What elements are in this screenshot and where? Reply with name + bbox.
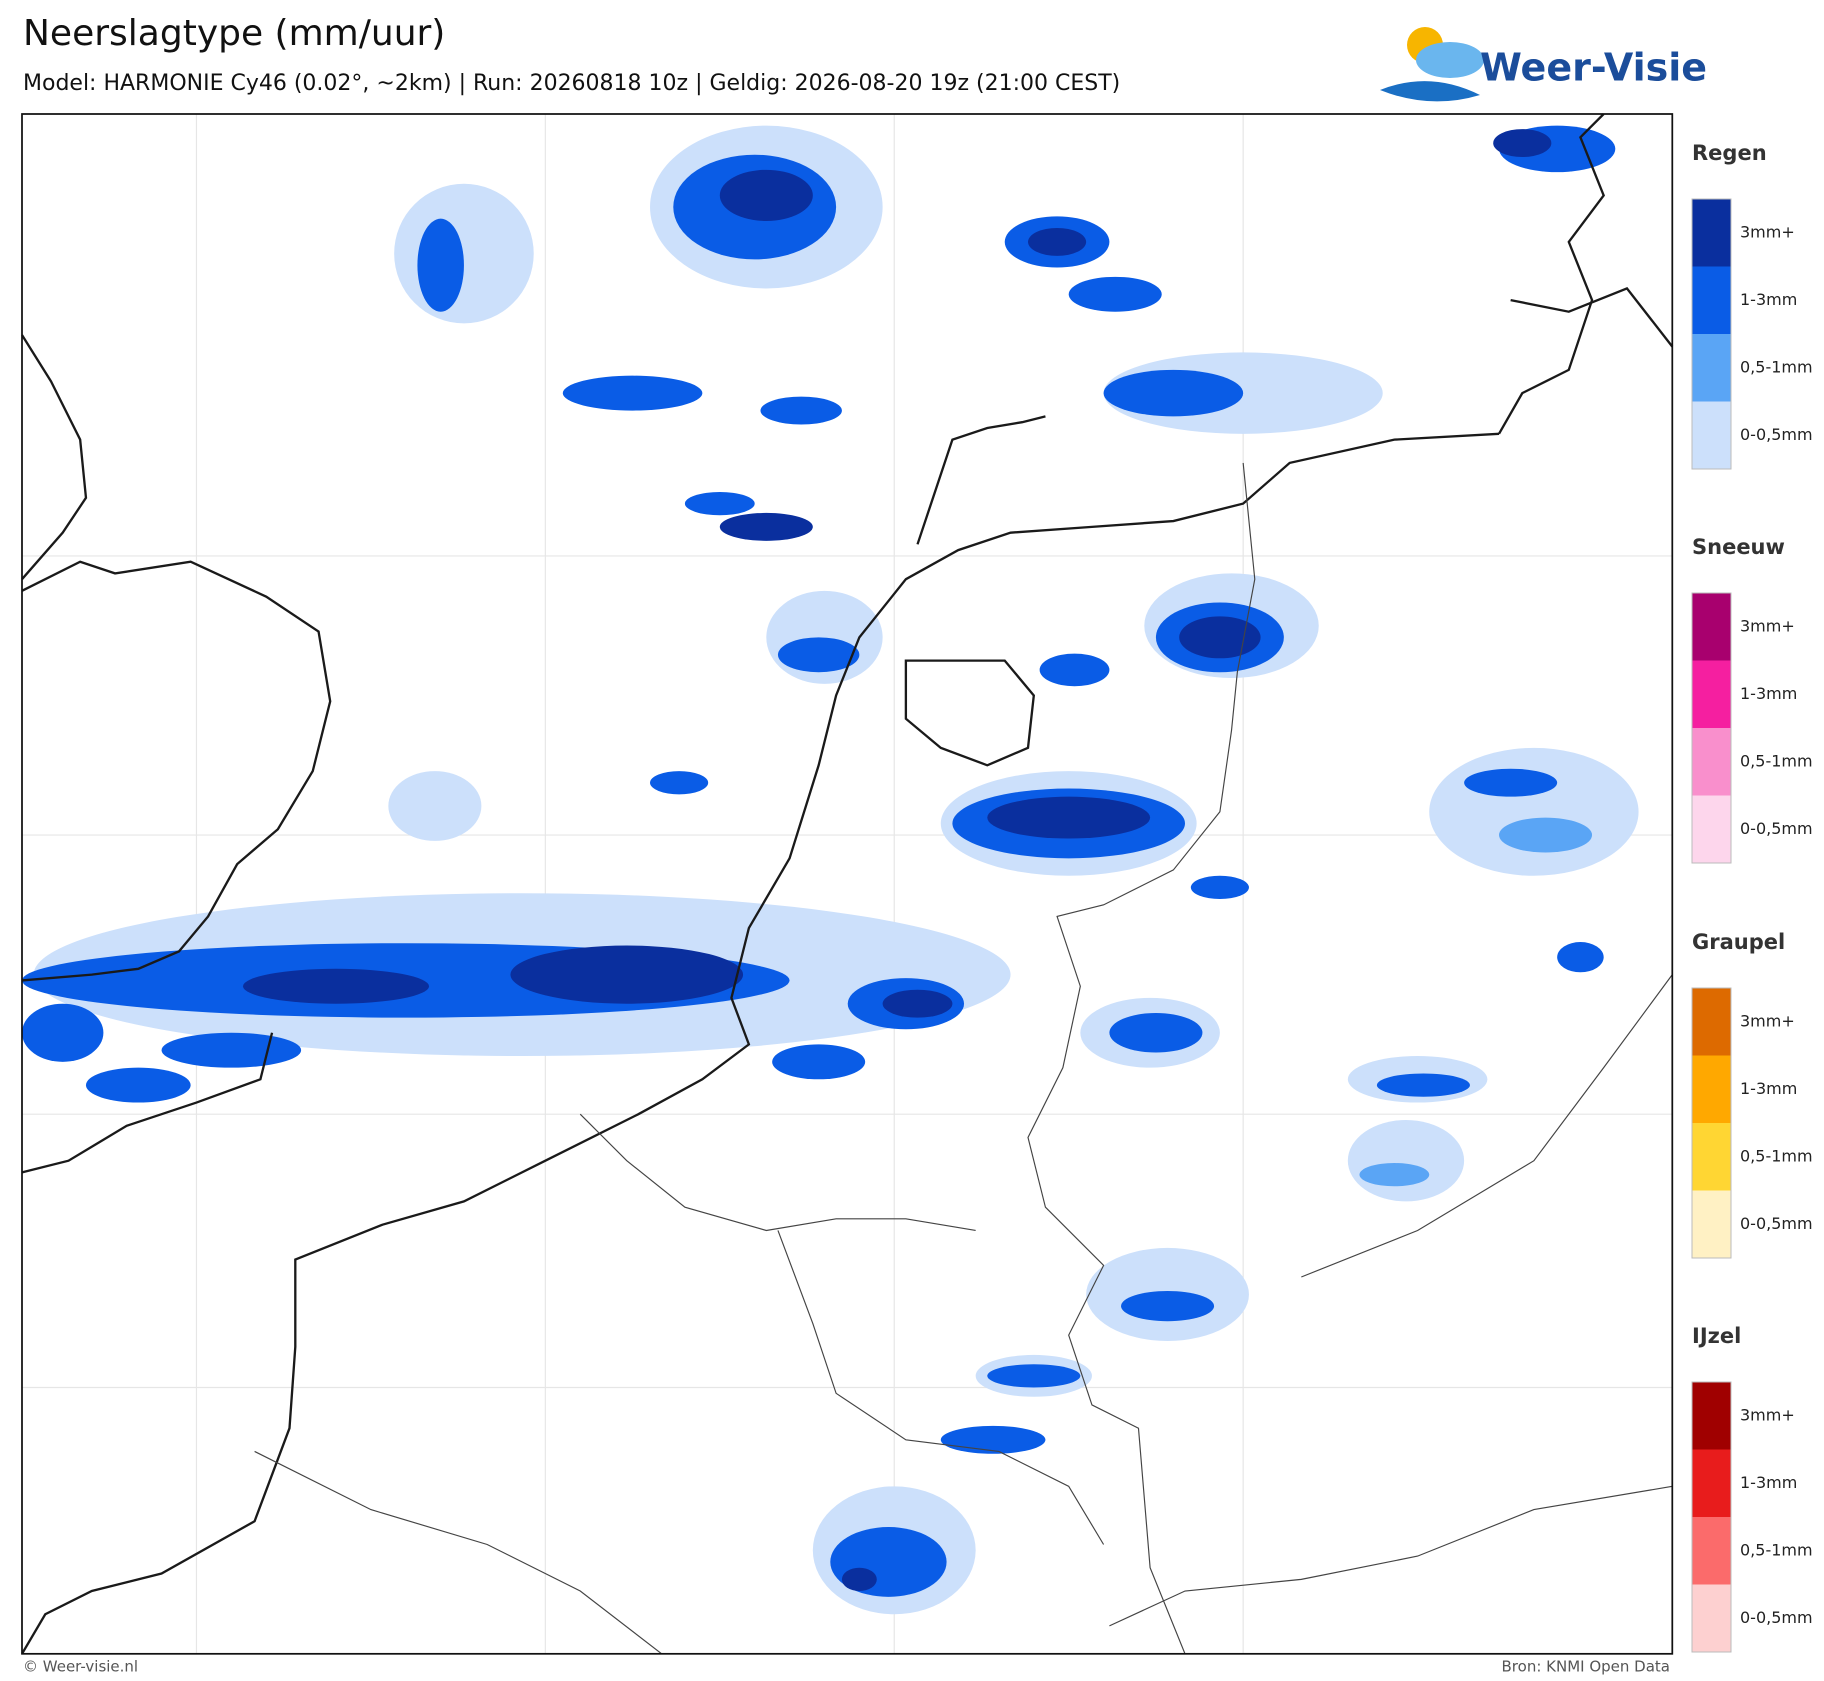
legend-label: 1-3mm [1740, 1473, 1797, 1492]
legend-frame [1691, 987, 1732, 1259]
legend-title: IJzel [1692, 1324, 1741, 1348]
legend-title: Graupel [1692, 930, 1785, 954]
legend-label: 0,5-1mm [1740, 1146, 1813, 1165]
map [20, 113, 1674, 1655]
footer-right: Bron: KNMI Open Data [1502, 1658, 1670, 1676]
legend-swatch [1692, 728, 1731, 796]
legend-swatch [1692, 1190, 1731, 1258]
legend-swatch [1692, 266, 1731, 334]
legend-label: 3mm+ [1740, 1405, 1795, 1424]
legend-swatch [1692, 1517, 1731, 1585]
legend-label: 0-0,5mm [1740, 819, 1813, 838]
legend-swatch [1692, 1449, 1731, 1517]
footer-left: © Weer-visie.nl [23, 1658, 138, 1676]
legend-frame [1691, 1381, 1732, 1653]
precipitation [22, 125, 1639, 1615]
borders [254, 462, 1673, 1655]
legend-swatch [1692, 1055, 1731, 1123]
legend-swatch [1692, 334, 1731, 402]
legend-label: 0,5-1mm [1740, 751, 1813, 770]
legend-label: 3mm+ [1740, 616, 1795, 635]
legend-swatch [1692, 660, 1731, 728]
legend-swatch [1692, 593, 1731, 661]
legend: Regen 3mm+ 1-3mm 0,5-1mm 0-0,5mm Sneeuw 3mm+ 1-… [1691, 141, 1813, 1653]
subtitle: Model: HARMONIE Cy46 (0.02°, ~2km) | Run… [23, 71, 1120, 96]
legend-swatch [1692, 1584, 1731, 1652]
legend-swatch [1692, 1123, 1731, 1191]
legend-label: 1-3mm [1740, 290, 1797, 309]
legend-swatch [1692, 401, 1731, 469]
legend-label: 0-0,5mm [1740, 1608, 1813, 1627]
legend-label: 0-0,5mm [1740, 425, 1813, 444]
logo-text: Weer-Visie [1480, 46, 1707, 90]
legend-swatch [1692, 1382, 1731, 1450]
legend-swatch [1692, 795, 1731, 863]
coastline [20, 113, 1674, 1655]
legend-label: 1-3mm [1740, 1079, 1797, 1098]
legend-label: 0,5-1mm [1740, 357, 1813, 376]
legend-label: 1-3mm [1740, 684, 1797, 703]
legend-label: 0,5-1mm [1740, 1540, 1813, 1559]
legend-swatch [1692, 988, 1731, 1056]
legend-swatch [1692, 199, 1731, 267]
legend-label: 3mm+ [1740, 222, 1795, 241]
title: Neerslagtype (mm/uur) [23, 13, 445, 54]
legend-label: 0-0,5mm [1740, 1214, 1813, 1233]
legend-title: Sneeuw [1692, 535, 1785, 559]
logo: Weer-Visie [1380, 27, 1707, 102]
legend-frame [1691, 592, 1732, 864]
legend-label: 3mm+ [1740, 1011, 1795, 1030]
legend-frame [1691, 198, 1732, 470]
legend-title: Regen [1692, 141, 1767, 165]
